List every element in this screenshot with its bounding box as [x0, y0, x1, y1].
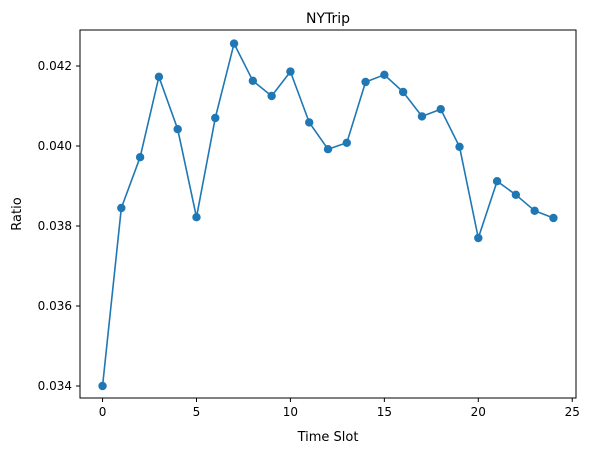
y-tick-label: 0.034	[38, 379, 72, 393]
y-tick-label: 0.036	[38, 299, 72, 313]
chart-title: NYTrip	[306, 11, 350, 27]
x-axis-label: Time Slot	[297, 430, 359, 445]
data-point	[511, 190, 521, 199]
data-point	[323, 145, 333, 154]
x-tick-label: 15	[377, 405, 392, 419]
data-point	[398, 87, 408, 97]
y-tick-label: 0.042	[38, 59, 72, 73]
series-layer	[98, 39, 558, 391]
plot-area: 0 5 10 15 20 25 0.034 0.036 0.038 0.040 0.042	[38, 29, 580, 419]
data-point	[549, 213, 558, 223]
data-point	[192, 213, 201, 222]
data-point	[98, 381, 107, 391]
data-point	[248, 76, 258, 86]
data-point	[135, 153, 145, 162]
data-point	[455, 142, 464, 151]
y-axis: 0.034 0.036 0.038 0.040 0.042	[38, 59, 80, 393]
series-line	[101, 42, 554, 387]
data-point	[305, 118, 314, 127]
data-point	[211, 113, 220, 123]
data-point	[474, 233, 483, 243]
x-tick-label: 25	[565, 405, 580, 419]
x-tick-label: 20	[471, 405, 486, 419]
x-axis: 0 5 10 15 20 25	[99, 398, 580, 419]
data-point	[117, 203, 126, 213]
data-point	[173, 125, 182, 134]
data-point	[154, 72, 164, 82]
y-tick-label: 0.038	[38, 219, 72, 233]
data-point	[530, 206, 539, 215]
plot-frame	[79, 29, 577, 399]
data-point	[286, 67, 295, 76]
data-point	[267, 91, 276, 101]
x-tick-label: 10	[283, 405, 298, 419]
x-tick-label: 5	[193, 405, 201, 419]
y-axis-label: Ratio	[10, 197, 25, 230]
data-point	[342, 138, 351, 147]
data-point	[380, 70, 389, 80]
y-tick-label: 0.040	[38, 139, 72, 153]
data-point	[492, 177, 502, 186]
data-point	[436, 105, 445, 114]
data-point	[417, 112, 427, 121]
x-tick-label: 0	[99, 405, 107, 419]
data-point	[229, 39, 239, 48]
data-point	[361, 77, 370, 87]
